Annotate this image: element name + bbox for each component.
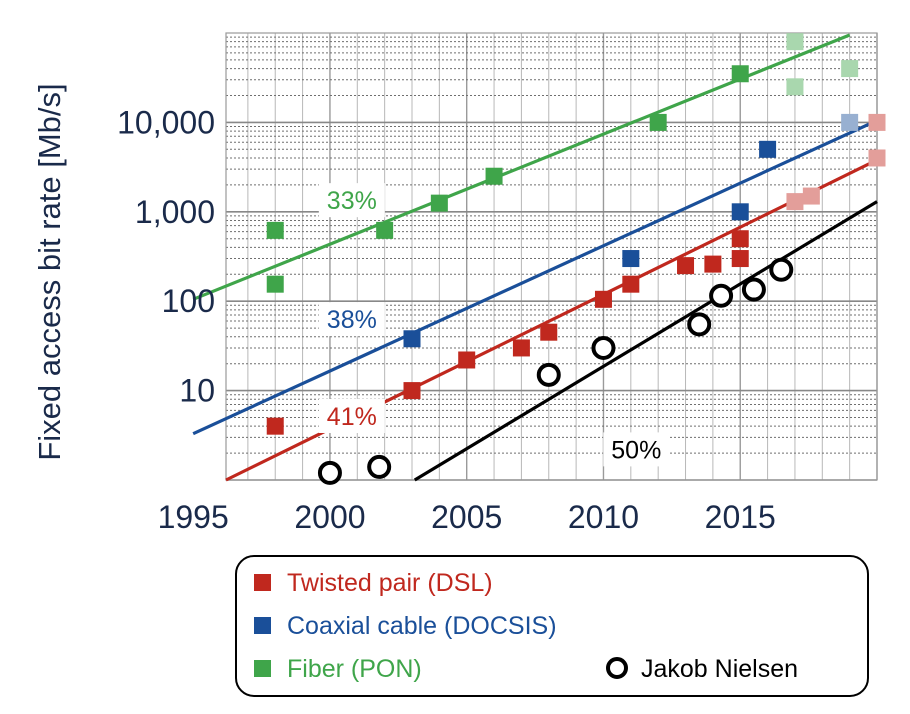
x-axis-ticks: 1995 2000 2005 2010 2015 — [158, 499, 776, 535]
rate-label-33pct: 33% — [327, 187, 377, 215]
rate-label-38pct: 38% — [327, 306, 377, 334]
plot-border — [225, 32, 878, 481]
marker-jakob-nielsen-2 — [536, 362, 561, 387]
marker-jakob-nielsen-0 — [317, 460, 342, 485]
marker-twisted-pair-dsl-2 — [458, 351, 476, 369]
marker-fiber-pon-9 — [841, 60, 859, 78]
legend-marker — [254, 660, 271, 677]
marker-twisted-pair-dsl-8 — [704, 255, 722, 273]
marker-jakob-nielsen-4 — [687, 312, 712, 337]
marker-coaxial-cable-docsis-2 — [731, 203, 749, 221]
x-tick-label: 2000 — [294, 499, 365, 535]
marker-fiber-pon-8 — [786, 78, 804, 96]
legend-label-fiber-pon: Fiber (PON) — [287, 655, 422, 683]
data-markers — [266, 33, 886, 485]
marker-coaxial-cable-docsis-4 — [841, 113, 859, 131]
marker-twisted-pair-dsl-7 — [677, 257, 695, 275]
marker-fiber-pon-1 — [266, 275, 284, 293]
legend-marker — [254, 617, 271, 634]
marker-fiber-pon-4 — [485, 167, 503, 185]
y-tick-label: 1,000 — [135, 194, 215, 230]
x-tick-label: 1995 — [158, 499, 229, 535]
rate-label-bg — [603, 432, 670, 467]
marker-twisted-pair-dsl-13 — [868, 149, 886, 167]
x-tick-label: 2005 — [431, 499, 502, 535]
trend-line-50pct — [413, 200, 878, 482]
marker-twisted-pair-dsl-11 — [786, 193, 804, 211]
marker-fiber-pon-6 — [731, 65, 749, 83]
marker-coaxial-cable-docsis-0 — [403, 330, 421, 348]
nielsen-legend-marker — [606, 657, 628, 679]
marker-twisted-pair-dsl-4 — [540, 323, 558, 341]
marker-jakob-nielsen-5 — [709, 283, 734, 308]
y-tick-label: 10 — [179, 373, 215, 409]
marker-twisted-pair-dsl-10 — [731, 230, 749, 248]
rate-label-50pct: 50% — [611, 436, 661, 464]
rate-label-bg — [318, 302, 385, 337]
trend-line-38pct — [192, 119, 878, 436]
marker-twisted-pair-dsl-9 — [731, 250, 749, 268]
rate-label-bg — [318, 183, 385, 218]
rate-label-41pct: 41% — [327, 403, 377, 431]
marker-fiber-pon-3 — [430, 194, 448, 212]
marker-fiber-pon-5 — [649, 113, 667, 131]
y-tick-label: 10,000 — [117, 104, 215, 140]
y-axis-ticks: 10 100 1,000 10,000 — [117, 104, 215, 408]
y-axis-label: Fixed access bit rate [Mb/s] — [32, 83, 67, 460]
marker-fiber-pon-7 — [786, 33, 804, 51]
marker-twisted-pair-dsl-0 — [266, 417, 284, 435]
marker-jakob-nielsen-3 — [591, 335, 616, 360]
rate-label-bg — [318, 398, 385, 433]
marker-twisted-pair-dsl-14 — [868, 113, 886, 131]
marker-twisted-pair-dsl-6 — [622, 275, 640, 293]
legend-marker — [254, 574, 271, 591]
marker-jakob-nielsen-6 — [741, 277, 766, 302]
marker-coaxial-cable-docsis-3 — [759, 140, 777, 158]
marker-twisted-pair-dsl-12 — [802, 187, 820, 205]
marker-jakob-nielsen-1 — [367, 454, 392, 479]
marker-twisted-pair-dsl-3 — [512, 339, 530, 357]
marker-twisted-pair-dsl-5 — [594, 290, 612, 308]
rate-annotations: 33% 38% 41% 50% — [318, 183, 670, 467]
marker-fiber-pon-0 — [266, 221, 284, 239]
legend: Twisted pair (DSL) Coaxial cable (DOCSIS)… — [235, 555, 869, 697]
legend-label-jakob-nielsen: Jakob Nielsen — [641, 655, 798, 683]
x-tick-label: 2015 — [705, 499, 776, 535]
legend-box — [235, 555, 869, 697]
marker-coaxial-cable-docsis-1 — [622, 250, 640, 268]
marker-twisted-pair-dsl-1 — [403, 382, 421, 400]
x-tick-label: 2010 — [568, 499, 639, 535]
y-tick-label: 100 — [162, 283, 215, 319]
legend-label-twisted-pair-dsl: Twisted pair (DSL) — [287, 569, 493, 597]
marker-jakob-nielsen-7 — [769, 257, 794, 282]
legend-label-coaxial-cable-docsis: Coaxial cable (DOCSIS) — [287, 612, 557, 640]
marker-fiber-pon-2 — [376, 221, 394, 239]
